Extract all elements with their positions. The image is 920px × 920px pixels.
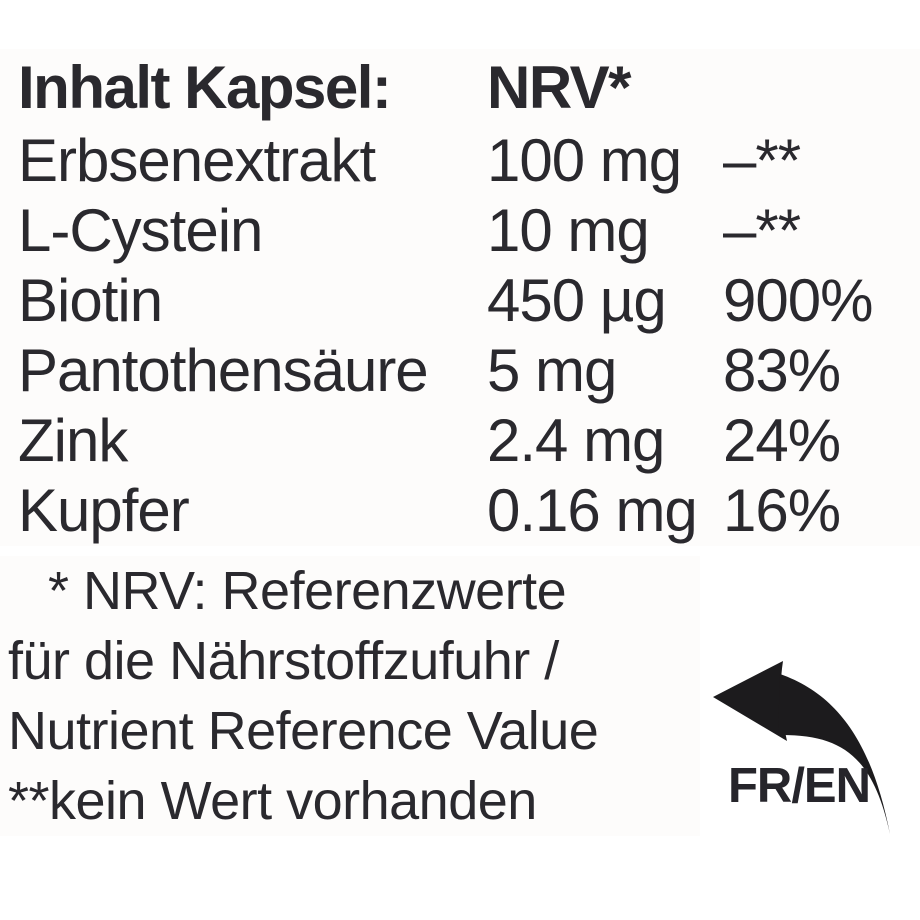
footnote-line: * NRV: Referenzwerte <box>0 556 700 626</box>
table-row: Zink 2.4 mg 24% <box>0 406 920 476</box>
table-row: Pantothensäure 5 mg 83% <box>0 336 920 406</box>
ingredient-nrv: 900% <box>723 267 873 334</box>
curved-arrow-left-icon <box>713 661 890 834</box>
ingredient-nrv: –** <box>723 127 801 194</box>
ingredient-name: L-Cystein <box>18 197 263 264</box>
ingredient-amount: 100 mg <box>487 127 682 194</box>
contents-title: Inhalt Kapsel: <box>18 54 392 121</box>
ingredient-name: Biotin <box>18 267 163 334</box>
nrv-column-title: NRV* <box>487 54 631 121</box>
footnote-line: Nutrient Reference Value <box>0 696 700 766</box>
footnote-line: **kein Wert vorhanden <box>0 766 700 836</box>
ingredient-name: Pantothensäure <box>18 337 429 404</box>
language-switch-label: FR/EN <box>728 759 871 813</box>
ingredient-amount: 450 µg <box>487 267 667 334</box>
table-header-row: Inhalt Kapsel: NRV* <box>0 49 920 126</box>
ingredient-name: Zink <box>18 407 128 474</box>
footnotes-block: * NRV: Referenzwerte für die Nährstoffzu… <box>0 556 700 836</box>
ingredient-name: Kupfer <box>18 477 190 544</box>
table-row: Erbsenextrakt 100 mg –** <box>0 126 920 196</box>
ingredient-nrv: 83% <box>723 337 841 404</box>
arrow-head <box>713 661 787 741</box>
table-row: Biotin 450 µg 900% <box>0 266 920 336</box>
ingredient-nrv: –** <box>723 197 801 264</box>
ingredient-nrv: 16% <box>723 477 841 544</box>
footnote-line: für die Nährstoffzufuhr / <box>0 626 700 696</box>
ingredient-nrv: 24% <box>723 407 841 474</box>
ingredient-amount: 0.16 mg <box>487 477 698 544</box>
table-row: Kupfer 0.16 mg 16% <box>0 476 920 546</box>
contents-table: Inhalt Kapsel: NRV* Erbsenextrakt 100 mg… <box>0 49 920 546</box>
arrow-tail <box>778 674 890 834</box>
ingredient-amount: 10 mg <box>487 197 650 264</box>
ingredient-amount: 5 mg <box>487 337 617 404</box>
ingredient-amount: 2.4 mg <box>487 407 665 474</box>
ingredient-name: Erbsenextrakt <box>18 127 376 194</box>
table-row: L-Cystein 10 mg –** <box>0 196 920 266</box>
